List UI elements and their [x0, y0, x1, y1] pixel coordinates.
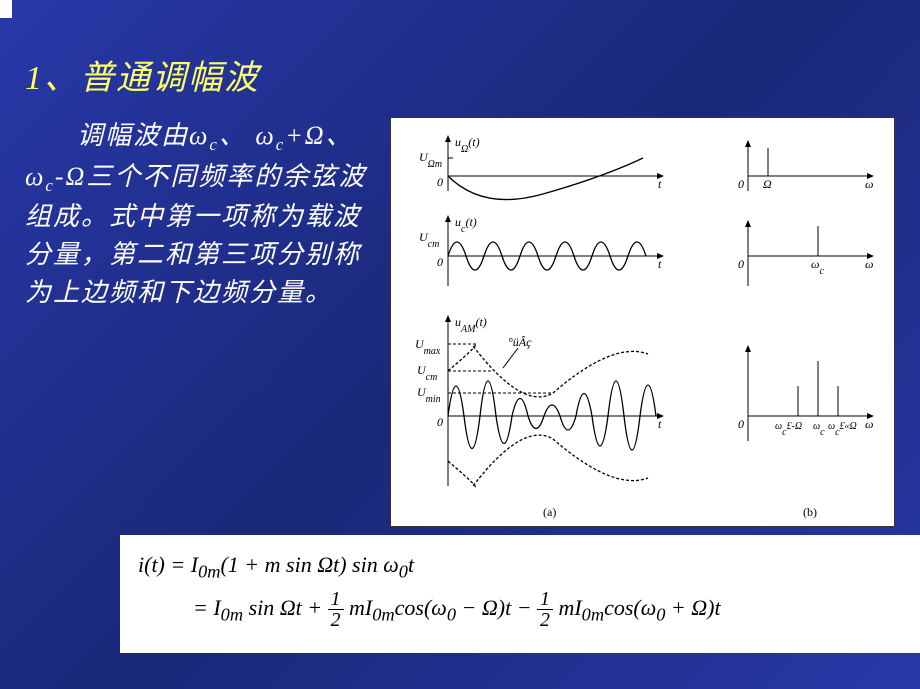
slide-content: 1、普通调幅波 调幅波由ωc、 ωc+Ω、 ωc-Ω三个不同频率的余弦波组成。式… — [0, 0, 920, 673]
corner-tab — [0, 0, 12, 18]
f2b: sin Ωt + — [243, 595, 328, 620]
svg-text:ωc£-Ω: ωc£-Ω — [775, 421, 802, 438]
f2s4: 0m — [582, 605, 604, 625]
svg-text:ω: ω — [865, 177, 873, 191]
svg-text:t: t — [658, 177, 662, 191]
svg-text:Umax: Umax — [415, 337, 441, 357]
body-row: 调幅波由ωc、 ωc+Ω、 ωc-Ω三个不同频率的余弦波组成。式中第一项称为载波… — [25, 117, 895, 527]
svg-text:UΩm: UΩm — [419, 150, 442, 170]
formula-line-2: = I0m sin Ωt + 12 mI0mcos(ω0 − Ω)t − 12 … — [138, 588, 902, 631]
para-text-2: 、 ω — [219, 121, 276, 150]
para-sub-1: c — [209, 135, 219, 154]
waveform-svg: uΩ(t) UΩm 0 t 0 Ω ω — [403, 126, 883, 520]
f1s2: 0 — [399, 561, 408, 581]
f2c: mI — [344, 595, 373, 620]
waveform-diagram-panel: uΩ(t) UΩm 0 t 0 Ω ω — [390, 117, 895, 527]
half-fraction-1: 12 — [328, 590, 344, 632]
svg-text:(b): (b) — [803, 505, 817, 519]
f2s1: 0m — [221, 605, 243, 625]
svg-text:t: t — [658, 417, 662, 431]
formula-panel: i(t) = I0m(1 + m sin Ωt) sin ω0t = I0m s… — [120, 535, 920, 653]
f1a: i(t) = I — [138, 552, 198, 577]
svg-text:Ω: Ω — [763, 177, 772, 191]
svg-text:0: 0 — [437, 175, 443, 189]
f1b: (1 + m sin Ωt) sin ω — [220, 552, 398, 577]
svg-text:ωc: ωc — [811, 257, 824, 277]
f1s1: 0m — [198, 561, 220, 581]
svg-text:Ucm: Ucm — [419, 230, 439, 250]
svg-text:uAM(t): uAM(t) — [455, 315, 487, 335]
f2s3: 0 — [447, 605, 456, 625]
para-sub-3: c — [45, 176, 55, 195]
svg-text:(a): (a) — [543, 505, 556, 519]
f2h: + Ω)t — [665, 595, 720, 620]
svg-text:Umin: Umin — [417, 385, 441, 405]
f2e: − Ω)t − — [456, 595, 537, 620]
svg-text:Ucm: Ucm — [417, 363, 437, 383]
svg-text:ωc£«Ω: ωc£«Ω — [828, 421, 857, 438]
f2g: cos(ω — [604, 595, 656, 620]
svg-text:ωc: ωc — [813, 421, 825, 438]
svg-text:0: 0 — [738, 177, 744, 191]
svg-text:t: t — [658, 257, 662, 271]
para-text-4: -Ω三个不同频率的余弦波组成。式中第一项称为载波分量，第二和第三项分别称为上边频… — [25, 162, 366, 307]
formula-line-1: i(t) = I0m(1 + m sin Ωt) sin ω0t — [138, 545, 902, 588]
slide-title: 1、普通调幅波 — [25, 50, 895, 99]
svg-text:0: 0 — [738, 257, 744, 271]
f2d: cos(ω — [395, 595, 447, 620]
svg-text:0: 0 — [437, 255, 443, 269]
f2f: mI — [553, 595, 582, 620]
svg-text:°üÂç: °üÂç — [508, 335, 532, 349]
svg-text:0: 0 — [738, 417, 744, 431]
svg-text:ω: ω — [865, 417, 873, 431]
svg-text:uc(t): uc(t) — [455, 215, 477, 235]
f2s2: 0m — [372, 605, 394, 625]
svg-text:ω: ω — [865, 257, 873, 271]
f1c: t — [408, 552, 414, 577]
svg-text:uΩ(t): uΩ(t) — [455, 135, 480, 155]
para-sub-2: c — [276, 135, 286, 154]
half-fraction-2: 12 — [537, 590, 553, 632]
f2a: = I — [193, 595, 221, 620]
svg-text:0: 0 — [437, 415, 443, 429]
description-paragraph: 调幅波由ωc、 ωc+Ω、 ωc-Ω三个不同频率的余弦波组成。式中第一项称为载波… — [25, 117, 380, 311]
para-text-1: 调幅波由ω — [77, 121, 209, 150]
